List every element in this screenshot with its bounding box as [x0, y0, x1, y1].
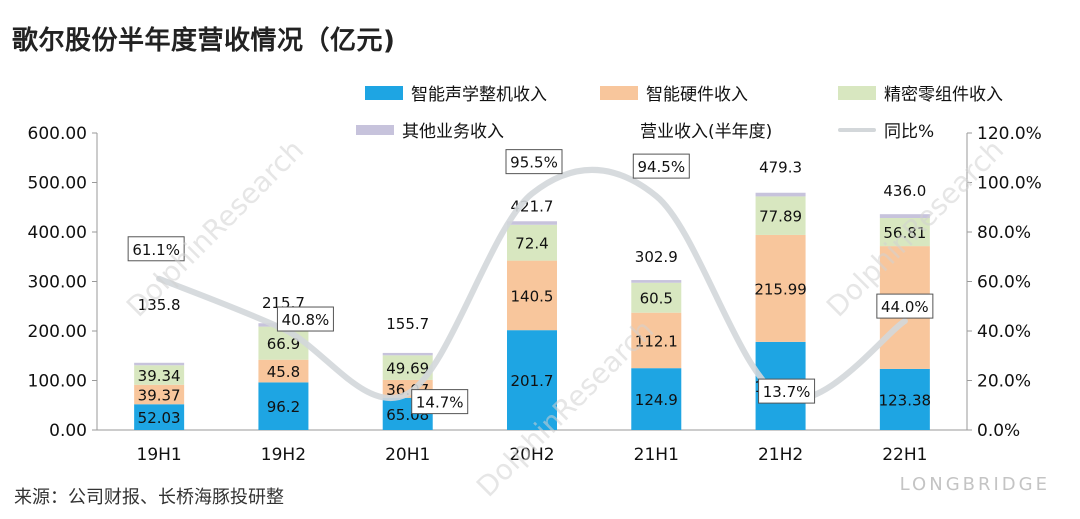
legend-total: 营业收入(半年度): [640, 117, 772, 142]
y-right-tick-label: 0.0%: [977, 421, 1020, 441]
yoy-label-box: [276, 306, 334, 332]
x-tick-label: 19H2: [261, 445, 306, 465]
yoy-label: 40.8%: [282, 311, 330, 329]
bar-precision-label: 77.89: [759, 208, 802, 226]
bar-hardware-label: 45.8: [267, 363, 300, 381]
legend-other-swatch: [356, 124, 394, 135]
y-right-tick-label: 100.0%: [977, 174, 1042, 194]
bar-acoustic-label: 124.9: [635, 391, 678, 409]
total-label: 155.7: [386, 315, 429, 333]
legend-acoustic-label: 智能声学整机收入: [411, 85, 547, 105]
source-note: 来源：公司财报、长桥海豚投研整: [14, 487, 284, 508]
y-left-tick-label: 400.00: [28, 223, 87, 243]
bar-hardware: [134, 384, 185, 405]
legend-acoustic-swatch: [365, 85, 403, 100]
watermark-brand: LONGBRIDGE: [899, 474, 1050, 495]
y-left-tick-label: 200.00: [28, 322, 87, 342]
bar-precision-label: 72.4: [515, 235, 548, 253]
bar-other: [507, 221, 557, 225]
bar-hardware-label: 140.5: [511, 287, 554, 305]
bar-other: [879, 214, 930, 218]
y-right-tick-label: 120.0%: [977, 124, 1042, 144]
bar-acoustic: [879, 368, 930, 430]
bar-hardware-label: 39.37: [138, 387, 181, 405]
legend-hardware: 智能硬件收入: [600, 80, 748, 105]
bar-precision: [631, 282, 682, 313]
y-left-tick-label: 100.00: [28, 372, 87, 392]
bar-hardware: [507, 260, 557, 331]
bar-precision-label: 60.5: [640, 290, 673, 308]
bar-hardware: [631, 312, 682, 369]
y-right-tick-label: 80.0%: [977, 223, 1031, 243]
yoy-label: 94.5%: [637, 158, 685, 176]
yoy-label-box: [758, 378, 816, 404]
legend-other-label: 其他业务收入: [402, 122, 504, 142]
y-left-tick-label: 500.00: [28, 174, 87, 194]
total-label: 436.0: [883, 182, 926, 200]
bar-precision: [879, 217, 930, 247]
yoy-label: 14.7%: [416, 394, 464, 412]
bar-precision: [134, 365, 185, 385]
bar-hardware-label: 215.99: [754, 280, 807, 298]
legend-yoy-line: [838, 127, 876, 132]
bar-acoustic: [631, 368, 682, 430]
yoy-label: 13.7%: [763, 383, 811, 401]
yoy-label-box: [411, 389, 469, 415]
legend-precision-label: 精密零组件收入: [884, 85, 1003, 105]
bar-acoustic: [507, 330, 557, 430]
x-tick-label: 19H1: [137, 445, 182, 465]
bar-acoustic-label: 52.03: [138, 409, 181, 427]
bar-precision-label: 56.81: [883, 224, 926, 242]
bar-other: [755, 192, 806, 197]
x-tick-label: 20H1: [385, 445, 430, 465]
legend-other: 其他业务收入: [356, 117, 504, 142]
bar-hardware-label: 112.1: [635, 332, 678, 350]
x-tick-label: 21H2: [758, 445, 803, 465]
bar-precision-label: 49.69: [386, 360, 429, 378]
y-left-tick-label: 0.00: [49, 421, 87, 441]
y-left-tick-label: 600.00: [28, 124, 87, 144]
yoy-label-box: [127, 236, 185, 262]
y-left-tick-label: 300.00: [28, 273, 87, 293]
bar-hardware: [258, 359, 309, 383]
legend-total-label: 营业收入(半年度): [640, 122, 773, 142]
bar-other: [631, 280, 682, 283]
bar-acoustic-label: 123.38: [879, 391, 932, 409]
bar-acoustic: [258, 382, 309, 430]
bar-acoustic-label: 201.7: [511, 372, 554, 390]
bar-acoustic-label: 96.2: [267, 398, 300, 416]
bar-precision-label: 66.9: [267, 335, 300, 353]
legend-hardware-label: 智能硬件收入: [646, 85, 748, 105]
legend-yoy-label: 同比%: [884, 122, 935, 142]
total-label: 135.8: [138, 296, 181, 314]
legend-yoy: 同比%: [838, 117, 934, 142]
yoy-label: 61.1%: [132, 241, 180, 259]
yoy-label-box: [632, 153, 690, 179]
x-tick-label: 22H1: [882, 445, 927, 465]
bar-acoustic: [134, 404, 185, 430]
yoy-label: 95.5%: [510, 154, 558, 172]
legend-hardware-swatch: [600, 85, 638, 100]
bar-precision-label: 39.34: [138, 367, 181, 385]
legend-precision-swatch: [838, 85, 876, 100]
yoy-label-box: [505, 149, 563, 175]
x-tick-label: 20H2: [509, 445, 554, 465]
x-tick-label: 21H1: [634, 445, 679, 465]
bar-other: [382, 352, 433, 356]
yoy-label-box: [876, 293, 934, 319]
bar-other: [134, 362, 185, 366]
y-right-tick-label: 40.0%: [977, 322, 1031, 342]
total-label: 302.9: [635, 248, 678, 266]
total-label: 479.3: [759, 159, 802, 177]
legend-precision: 精密零组件收入: [838, 80, 1003, 105]
bar-precision: [507, 224, 557, 261]
chart-title: 歌尔股份半年度营收情况（亿元): [12, 26, 396, 56]
y-right-tick-label: 20.0%: [977, 372, 1031, 392]
legend-acoustic: 智能声学整机收入: [365, 80, 547, 105]
bar-hardware: [755, 234, 806, 342]
y-right-tick-label: 60.0%: [977, 273, 1031, 293]
yoy-label: 44.0%: [881, 298, 929, 316]
bar-precision: [755, 196, 806, 235]
